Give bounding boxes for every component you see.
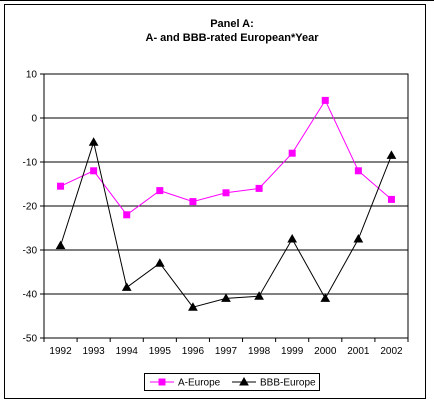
x-axis: 1992 1993 1994 1995 1996 1997 1998 1999 2000 2001… (43, 338, 409, 357)
data-point-a-europe (222, 189, 230, 197)
y-axis: 10 0 -10 -20 -30 -40 -50 (23, 70, 44, 345)
gridlines (44, 117, 408, 295)
y-tick-label: -20 (23, 202, 38, 213)
data-point-a-europe (90, 167, 98, 175)
x-tick-label: 1998 (248, 346, 271, 357)
y-tick-label: -50 (23, 334, 38, 345)
legend-label-a-europe: A-Europe (178, 378, 221, 389)
x-tick-label: 1999 (281, 346, 304, 357)
data-point-bbb-europe (254, 291, 264, 300)
legend-item-a-europe: A-Europe (150, 378, 221, 389)
data-point-bbb-europe (221, 293, 231, 302)
data-point-bbb-europe (55, 240, 66, 250)
x-tick-label: 2000 (314, 346, 337, 357)
data-point-bbb-europe (154, 258, 165, 267)
chart-title-line1: Panel A: (210, 18, 254, 30)
data-point-bbb-europe (121, 282, 132, 291)
data-point-a-europe (189, 198, 197, 206)
data-point-a-europe (156, 187, 164, 195)
x-tick-label: 1993 (83, 346, 106, 357)
legend-marker-bbb-europe (239, 376, 249, 386)
x-tick-label: 1992 (49, 346, 72, 357)
x-tick-label: 1995 (149, 346, 172, 357)
data-point-bbb-europe (88, 137, 99, 146)
x-tick-label: 2002 (380, 346, 403, 357)
data-point-bbb-europe (353, 233, 364, 243)
x-tick-label: 1994 (116, 346, 139, 357)
data-point-bbb-europe (320, 293, 331, 302)
data-point-bbb-europe (287, 233, 298, 243)
y-tick-label: 10 (26, 70, 38, 81)
y-tick-label: -30 (23, 246, 38, 257)
legend-item-bbb-europe: BBB-Europe (232, 376, 316, 389)
data-point-a-europe (57, 182, 65, 190)
data-point-a-europe (354, 167, 362, 175)
legend-label-bbb-europe: BBB-Europe (260, 378, 316, 389)
series-group (55, 96, 397, 311)
data-point-a-europe (255, 184, 263, 192)
series-bbb-europe (55, 137, 397, 311)
x-tick-label: 2001 (347, 346, 370, 357)
data-point-a-europe (387, 195, 395, 203)
x-tick-label: 1997 (215, 346, 238, 357)
x-tick-label: 1996 (182, 346, 205, 357)
series-a-europe (57, 96, 395, 219)
y-tick-label: 0 (31, 114, 37, 125)
chart-title-line2: A- and BBB-rated European*Year (146, 32, 320, 44)
y-tick-label: -10 (23, 158, 38, 169)
data-point-a-europe (288, 149, 296, 157)
legend-marker-a-europe (158, 378, 166, 386)
data-point-bbb-europe (188, 302, 198, 311)
data-point-a-europe (123, 211, 131, 219)
legend: A-Europe BBB-Europe (144, 373, 320, 391)
data-point-bbb-europe (386, 150, 397, 159)
data-point-a-europe (321, 96, 329, 104)
y-tick-label: -40 (23, 290, 38, 301)
